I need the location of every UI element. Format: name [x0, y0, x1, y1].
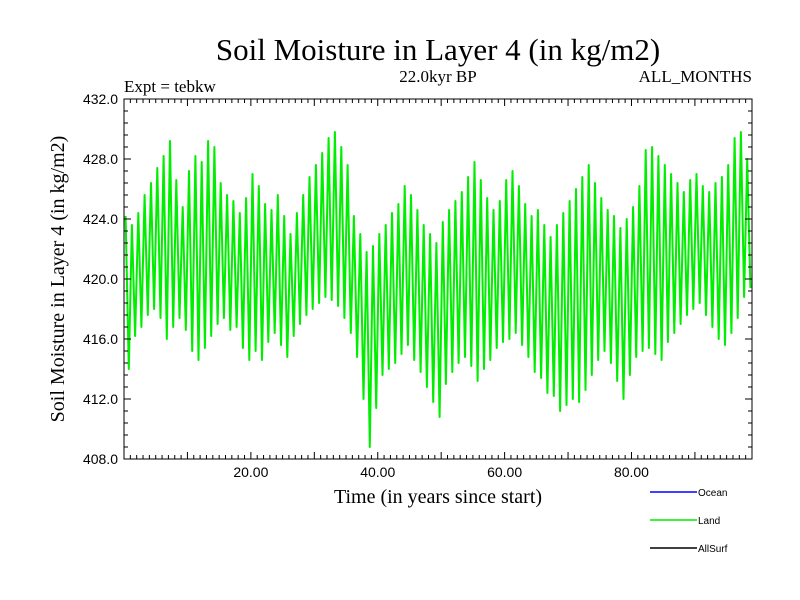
months-label: ALL_MONTHS	[639, 67, 752, 86]
x-tick-label: 20.00	[233, 464, 268, 480]
chart-title: Soil Moisture in Layer 4 (in kg/m2)	[216, 32, 660, 67]
legend-label-ocean: Ocean	[698, 488, 727, 499]
y-tick-label: 412.0	[83, 391, 118, 407]
experiment-label: Expt = tebkw	[124, 77, 216, 96]
period-label: 22.0kyr BP	[399, 67, 476, 86]
x-tick-label: 60.00	[487, 464, 522, 480]
x-axis-label: Time (in years since start)	[334, 486, 542, 508]
x-tick-label: 40.00	[360, 464, 395, 480]
y-tick-label: 420.0	[83, 271, 118, 287]
y-tick-label: 424.0	[83, 211, 118, 227]
legend-label-allsurf: AllSurf	[698, 544, 728, 555]
y-tick-label: 432.0	[83, 91, 118, 107]
plot-area: 20.00 40.00 60.00 80.00 408.0 412.0 416.0 420.…	[83, 91, 753, 480]
x-tick-label: 80.00	[614, 464, 649, 480]
legend: Ocean Land AllSurf	[650, 488, 728, 555]
y-tick-label: 408.0	[83, 451, 118, 467]
y-tick-label: 428.0	[83, 151, 118, 167]
land-series-line	[124, 131, 752, 448]
x-axis: 20.00 40.00 60.00 80.00	[123, 99, 753, 480]
y-axis: 408.0 412.0 416.0 420.0 424.0 428.0 432.0	[83, 91, 752, 467]
y-tick-label: 416.0	[83, 331, 118, 347]
y-axis-label: Soil Moisture in Layer 4 (in kg/m2)	[47, 136, 69, 423]
legend-label-land: Land	[698, 516, 720, 527]
